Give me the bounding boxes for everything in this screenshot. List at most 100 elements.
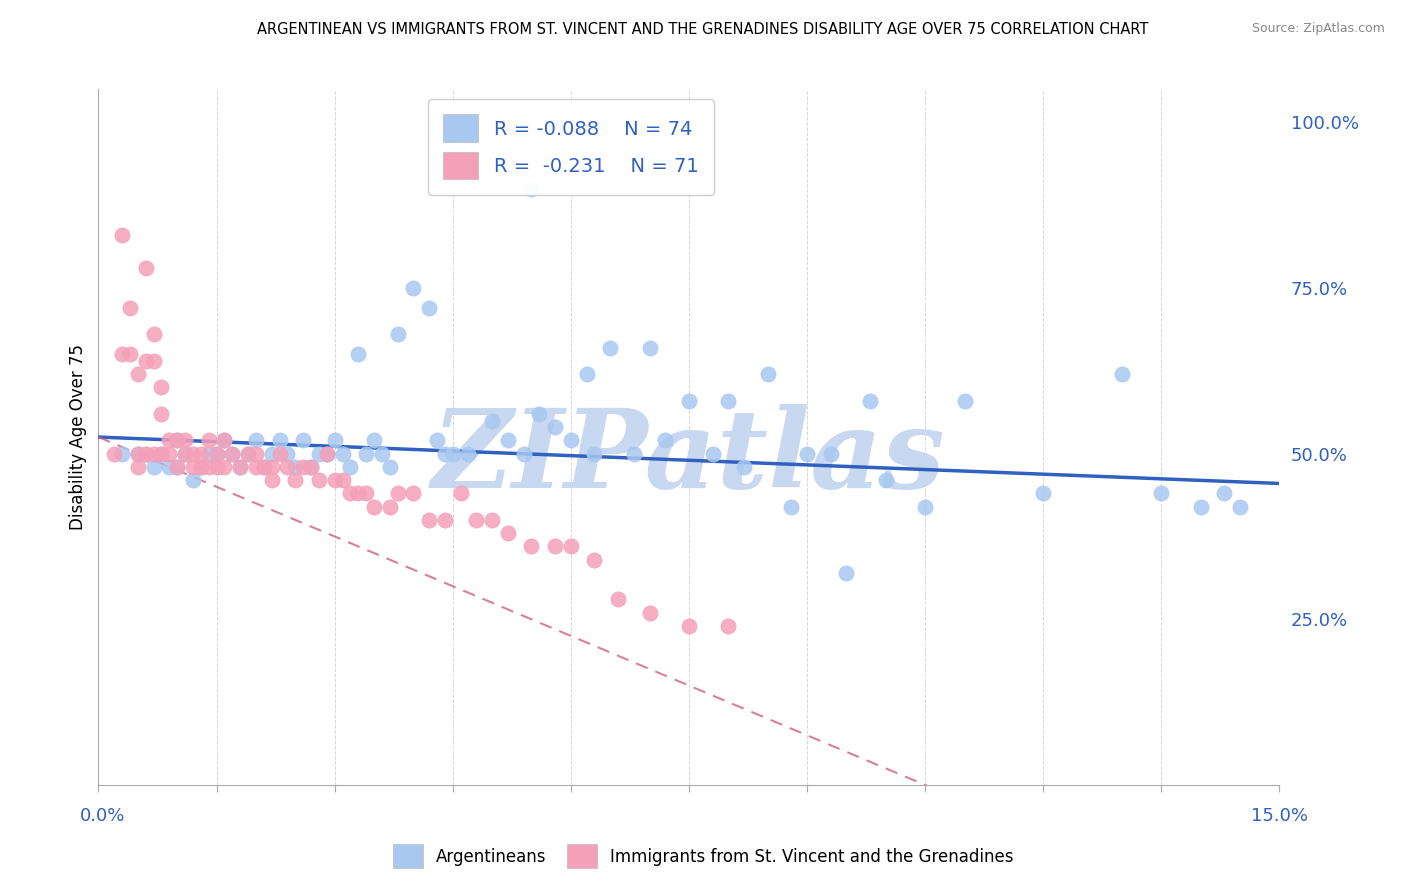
Point <box>512 447 534 461</box>
Legend: Argentineans, Immigrants from St. Vincent and the Grenadines: Argentineans, Immigrants from St. Vincen… <box>387 838 1019 875</box>
Point <box>253 459 276 474</box>
Point <box>441 447 464 461</box>
Point <box>236 447 259 461</box>
Point <box>433 447 456 461</box>
Point <box>135 447 157 461</box>
Point <box>174 447 197 461</box>
Point <box>260 473 283 487</box>
Point <box>544 540 567 554</box>
Point <box>197 434 219 448</box>
Point <box>245 434 267 448</box>
Point <box>284 473 307 487</box>
Point <box>387 486 409 500</box>
Point <box>323 473 346 487</box>
Point <box>142 354 165 368</box>
Point <box>544 420 567 434</box>
Point <box>118 347 141 361</box>
Point <box>599 341 621 355</box>
Point <box>378 500 401 514</box>
Point <box>111 347 134 361</box>
Point <box>284 459 307 474</box>
Point <box>166 459 188 474</box>
Point <box>953 393 976 408</box>
Point <box>269 447 291 461</box>
Point <box>142 447 165 461</box>
Point <box>260 459 283 474</box>
Point <box>315 447 337 461</box>
Point <box>520 181 543 195</box>
Point <box>1213 486 1236 500</box>
Point <box>229 459 252 474</box>
Point <box>127 367 149 381</box>
Point <box>354 486 377 500</box>
Point <box>678 619 700 633</box>
Point <box>520 540 543 554</box>
Point <box>332 447 354 461</box>
Point <box>190 459 212 474</box>
Point <box>190 459 212 474</box>
Point <box>481 413 503 427</box>
Point <box>111 447 134 461</box>
Point <box>260 447 283 461</box>
Point <box>347 347 370 361</box>
Point <box>308 447 330 461</box>
Point <box>323 434 346 448</box>
Point <box>560 540 582 554</box>
Point <box>378 459 401 474</box>
Point <box>253 459 276 474</box>
Point <box>457 447 479 461</box>
Point <box>560 434 582 448</box>
Point <box>756 367 779 381</box>
Point <box>214 434 236 448</box>
Point <box>1111 367 1133 381</box>
Point <box>914 500 936 514</box>
Point <box>214 434 236 448</box>
Point <box>292 459 315 474</box>
Point <box>1150 486 1173 500</box>
Point <box>638 341 661 355</box>
Point <box>181 459 204 474</box>
Point <box>166 434 188 448</box>
Point <box>583 552 606 566</box>
Point <box>205 447 228 461</box>
Point <box>174 447 197 461</box>
Point <box>583 447 606 461</box>
Point <box>142 327 165 342</box>
Point <box>236 447 259 461</box>
Point <box>339 459 361 474</box>
Text: 15.0%: 15.0% <box>1251 807 1308 825</box>
Point <box>127 447 149 461</box>
Point <box>402 281 425 295</box>
Point <box>418 301 440 315</box>
Point <box>347 486 370 500</box>
Point <box>426 434 449 448</box>
Point <box>190 447 212 461</box>
Point <box>299 459 322 474</box>
Point <box>450 486 472 500</box>
Point <box>229 459 252 474</box>
Point <box>529 407 551 421</box>
Point <box>465 513 488 527</box>
Point <box>150 407 173 421</box>
Point <box>678 393 700 408</box>
Point <box>127 459 149 474</box>
Point <box>197 459 219 474</box>
Point <box>496 526 519 541</box>
Point <box>623 447 645 461</box>
Point <box>875 473 897 487</box>
Point <box>214 459 236 474</box>
Point <box>245 447 267 461</box>
Legend: R = -0.088    N = 74, R =  -0.231    N = 71: R = -0.088 N = 74, R = -0.231 N = 71 <box>427 99 714 194</box>
Point <box>299 459 322 474</box>
Point <box>181 473 204 487</box>
Point <box>339 486 361 500</box>
Point <box>859 393 882 408</box>
Text: ARGENTINEAN VS IMMIGRANTS FROM ST. VINCENT AND THE GRENADINES DISABILITY AGE OVE: ARGENTINEAN VS IMMIGRANTS FROM ST. VINCE… <box>257 22 1149 37</box>
Point <box>638 606 661 620</box>
Point <box>205 459 228 474</box>
Point <box>174 434 197 448</box>
Text: 0.0%: 0.0% <box>80 807 125 825</box>
Point <box>387 327 409 342</box>
Point <box>118 301 141 315</box>
Point <box>1032 486 1054 500</box>
